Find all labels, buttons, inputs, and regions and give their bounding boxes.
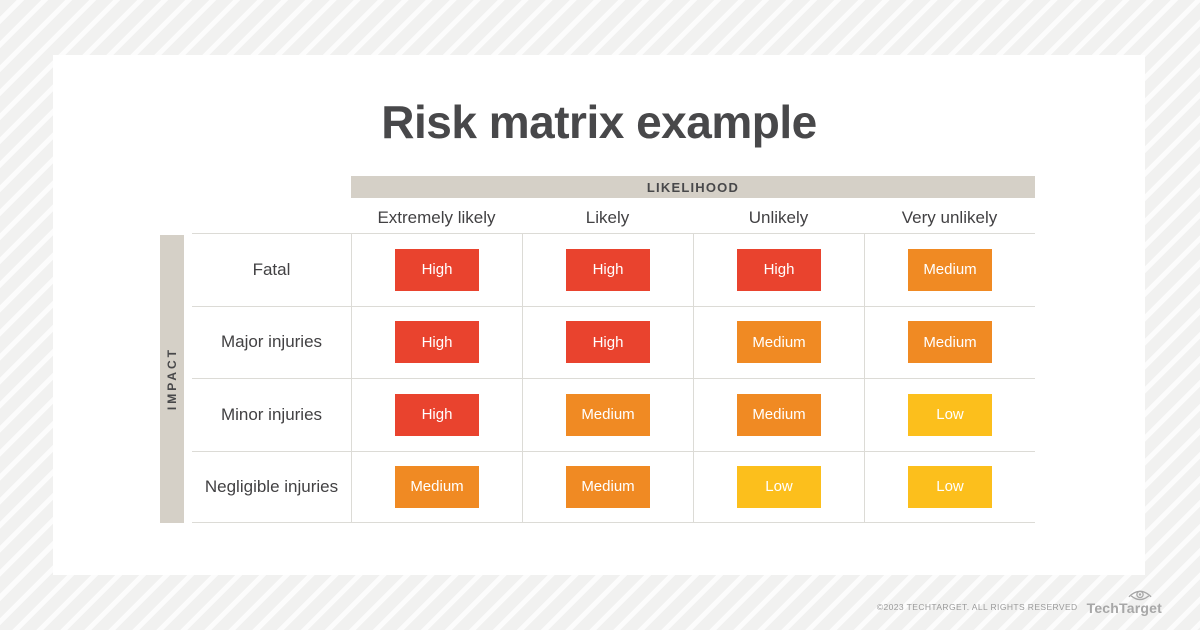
risk-level-badge: High xyxy=(737,248,821,291)
impact-row-label: Major injuries xyxy=(220,332,323,352)
footer: ©2023 TECHTARGET. ALL RIGHTS RESERVED Te… xyxy=(877,588,1162,616)
matrix-cell: High xyxy=(351,378,522,451)
risk-level-badge: High xyxy=(566,321,650,364)
matrix-cell: Medium xyxy=(522,450,693,523)
matrix-cell: High xyxy=(693,233,864,306)
column-header-2: Likely xyxy=(585,208,630,227)
copyright-text: ©2023 TECHTARGET. ALL RIGHTS RESERVED xyxy=(876,602,1078,612)
matrix-cell: Medium xyxy=(522,378,693,451)
risk-level-badge: Low xyxy=(908,393,992,436)
risk-matrix-card: Risk matrix example LIKELIHOOD Extremely… xyxy=(53,55,1145,575)
risk-level-badge: Low xyxy=(737,465,821,508)
matrix-cell: High xyxy=(522,305,693,378)
risk-level-badge: Medium xyxy=(395,465,479,508)
matrix-cell: Medium xyxy=(693,305,864,378)
risk-level-badge: Low xyxy=(908,465,992,508)
impact-axis-label: IMPACT xyxy=(165,347,179,411)
column-header-4: Very unlikely xyxy=(901,208,998,227)
matrix-cell: Medium xyxy=(864,305,1035,378)
logo-text: TechTarget xyxy=(1086,600,1162,616)
row-label-cell: Major injuries xyxy=(192,305,351,379)
eye-icon xyxy=(1128,590,1152,601)
impact-row-label: Fatal xyxy=(252,259,291,279)
impact-row-label: Minor injuries xyxy=(220,404,323,424)
techtarget-logo: TechTarget xyxy=(1087,588,1162,616)
risk-level-badge: Medium xyxy=(737,321,821,364)
risk-level-badge: Medium xyxy=(566,393,650,436)
matrix-cell: Medium xyxy=(351,450,522,523)
impact-row-label: Negligible injuries xyxy=(204,476,339,496)
matrix-cell: Low xyxy=(864,378,1035,451)
risk-level-badge: Medium xyxy=(908,248,992,291)
matrix-cell: Low xyxy=(693,450,864,523)
risk-level-badge: High xyxy=(566,248,650,291)
impact-axis-header: IMPACT xyxy=(160,235,184,523)
risk-level-badge: High xyxy=(395,393,479,436)
matrix-cell: High xyxy=(351,233,522,306)
risk-level-badge: High xyxy=(395,321,479,364)
matrix-cell: High xyxy=(351,305,522,378)
column-header-1: Extremely likely xyxy=(377,208,496,227)
row-label-cell: Fatal xyxy=(192,233,351,306)
likelihood-axis-label: LIKELIHOOD xyxy=(646,179,740,195)
row-label-cell: Negligible injuries xyxy=(192,450,351,523)
matrix-cell: Low xyxy=(864,450,1035,523)
likelihood-axis-header: LIKELIHOOD xyxy=(351,176,1035,198)
risk-level-badge: Medium xyxy=(737,393,821,436)
page-title: Risk matrix example xyxy=(381,96,817,148)
matrix-cell: Medium xyxy=(864,233,1035,306)
matrix-cell: High xyxy=(522,233,693,306)
risk-matrix-table: Fatal High High High Medium Major injuries Hig… xyxy=(192,233,1035,523)
matrix-cell: Medium xyxy=(693,378,864,451)
risk-level-badge: Medium xyxy=(566,465,650,508)
risk-level-badge: Medium xyxy=(908,321,992,364)
column-header-3: Unlikely xyxy=(748,208,809,227)
row-label-cell: Minor injuries xyxy=(192,378,351,451)
likelihood-column-headers: Extremely likely Likely Unlikely Very unlik… xyxy=(351,203,1035,233)
risk-level-badge: High xyxy=(395,248,479,291)
